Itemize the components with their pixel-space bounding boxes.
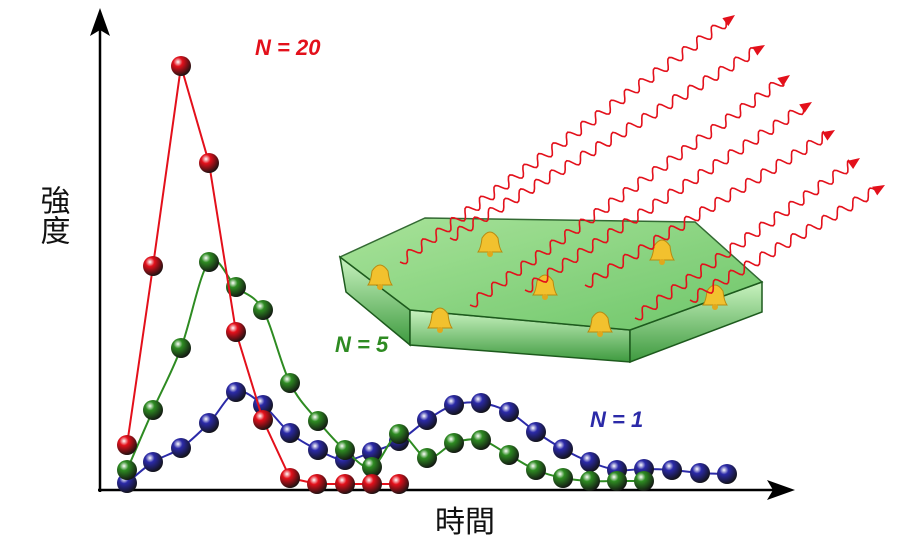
curve-point bbox=[553, 468, 573, 488]
axes: 強度 時間 bbox=[35, 8, 795, 540]
curve-point bbox=[526, 460, 546, 480]
curve-point bbox=[553, 439, 573, 459]
wave-arrowhead bbox=[822, 130, 835, 141]
wave bbox=[584, 130, 825, 288]
curve-point bbox=[580, 452, 600, 472]
wave bbox=[689, 187, 877, 304]
y-axis-label: 強度 bbox=[35, 185, 70, 245]
curve-point bbox=[171, 56, 191, 76]
curve-point bbox=[417, 448, 437, 468]
curve-point bbox=[117, 435, 137, 455]
curve-point bbox=[499, 402, 519, 422]
wave bbox=[469, 81, 785, 308]
curve-point bbox=[226, 382, 246, 402]
curve-point bbox=[280, 468, 300, 488]
wave-arrowhead bbox=[872, 185, 885, 196]
bell-clapper bbox=[487, 251, 493, 257]
wave bbox=[524, 109, 805, 293]
curve-point bbox=[362, 474, 382, 494]
curve-point bbox=[253, 395, 273, 415]
wave-arrowhead bbox=[752, 45, 765, 56]
wave bbox=[634, 159, 850, 321]
curve-point bbox=[280, 423, 300, 443]
curve-point bbox=[580, 471, 600, 491]
wave-arrowhead bbox=[777, 75, 790, 87]
curve-point bbox=[389, 474, 409, 494]
curve-point bbox=[389, 424, 409, 444]
curve-point bbox=[171, 438, 191, 458]
wave-arrowhead bbox=[799, 102, 812, 113]
curve-point bbox=[308, 440, 328, 460]
curve-point bbox=[417, 410, 437, 430]
bell-clapper bbox=[659, 259, 665, 265]
curve-point bbox=[199, 413, 219, 433]
bell-clapper bbox=[377, 284, 383, 290]
curve-label: N = 20 bbox=[255, 35, 321, 60]
bell bbox=[587, 311, 613, 333]
curve-point bbox=[717, 464, 737, 484]
curve-point bbox=[690, 463, 710, 483]
wave bbox=[399, 19, 728, 265]
curve-point bbox=[662, 460, 682, 480]
wave bbox=[449, 46, 754, 241]
curve-point bbox=[143, 256, 163, 276]
bell bbox=[649, 239, 675, 261]
curve-point bbox=[280, 373, 300, 393]
curve-point bbox=[335, 440, 355, 460]
bell-clapper bbox=[712, 304, 718, 310]
curve-point bbox=[171, 338, 191, 358]
wave-arrowhead bbox=[722, 15, 735, 27]
emission-waves bbox=[399, 15, 885, 321]
bell bbox=[702, 284, 728, 306]
x-arrow bbox=[767, 480, 795, 500]
curve-point bbox=[444, 395, 464, 415]
bell bbox=[367, 264, 393, 286]
curve-point bbox=[362, 457, 382, 477]
curve-point bbox=[226, 277, 246, 297]
bell-clapper bbox=[542, 294, 548, 300]
curve-point bbox=[117, 460, 137, 480]
curve-point bbox=[471, 430, 491, 450]
curve-point bbox=[634, 471, 654, 491]
bell-clapper bbox=[597, 331, 603, 337]
curve-point bbox=[143, 452, 163, 472]
bell bbox=[477, 231, 503, 253]
curve-point bbox=[308, 411, 328, 431]
y-arrow bbox=[90, 8, 110, 36]
curve-point bbox=[607, 471, 627, 491]
curve-point bbox=[444, 433, 464, 453]
curve-point bbox=[362, 442, 382, 462]
curve-point bbox=[307, 474, 327, 494]
curve-point bbox=[335, 474, 355, 494]
curve-point bbox=[253, 300, 273, 320]
x-axis-label: 時間 bbox=[435, 505, 495, 540]
wave-arrowhead bbox=[847, 158, 860, 170]
curve-point bbox=[143, 400, 163, 420]
bell bbox=[427, 307, 453, 329]
curve-point bbox=[471, 393, 491, 413]
curve-point bbox=[226, 322, 246, 342]
bell-clapper bbox=[437, 327, 443, 333]
curve-point bbox=[253, 410, 273, 430]
curve-label: N = 5 bbox=[335, 332, 389, 357]
curve-point bbox=[526, 422, 546, 442]
curve-point bbox=[199, 252, 219, 272]
curve-label: N = 1 bbox=[590, 407, 643, 432]
curves: N = 1 N = 5 N = 20 bbox=[117, 35, 737, 494]
curve-point bbox=[499, 445, 519, 465]
curve-point bbox=[199, 153, 219, 173]
